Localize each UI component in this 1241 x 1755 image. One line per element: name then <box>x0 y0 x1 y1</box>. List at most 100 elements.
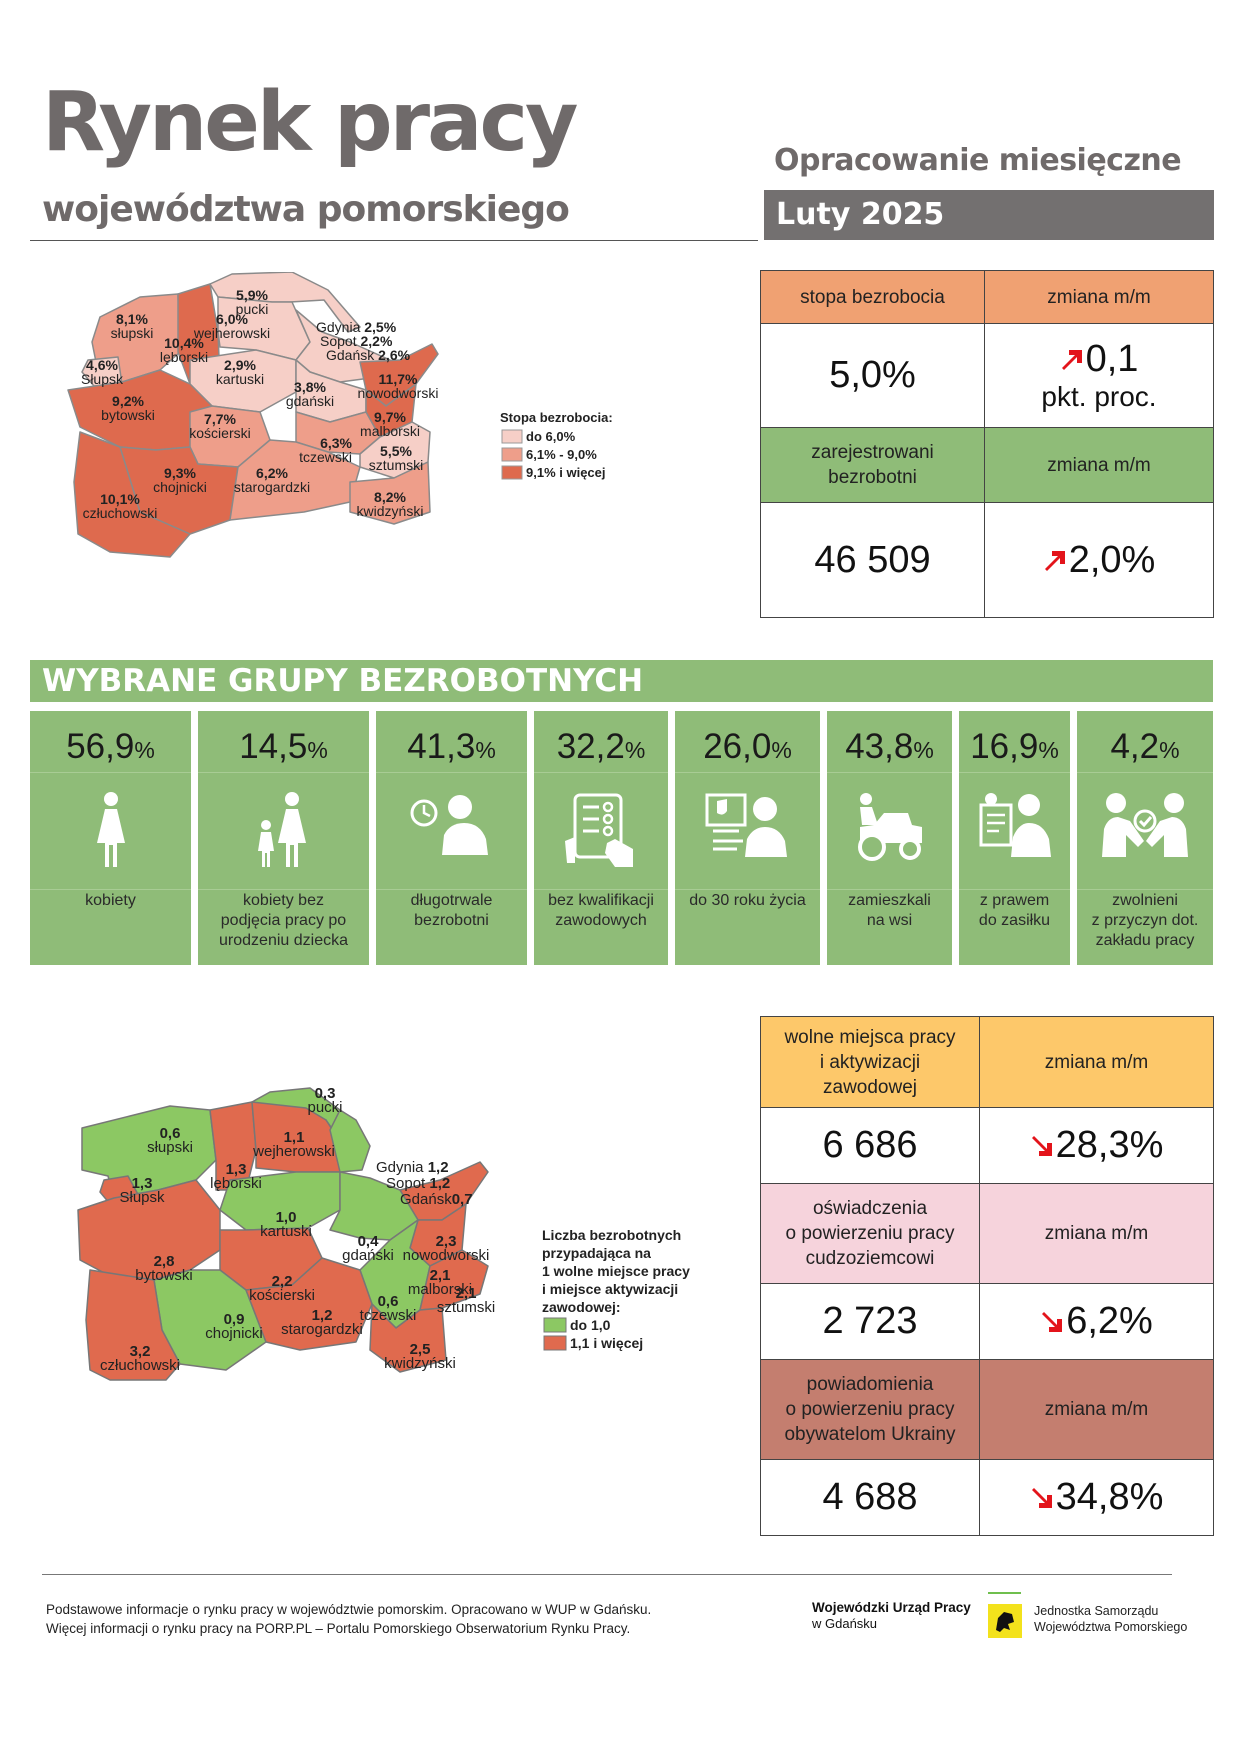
map1-label-gdynia: Gdynia 2,5% <box>316 319 397 335</box>
group-value: 26,0% <box>703 727 792 766</box>
offers-change-value: 28,3% <box>1055 1124 1164 1166</box>
map1-label-czluchowski: 10,1% człuchowski <box>83 491 158 521</box>
rate-change-value: 0,1 <box>1085 338 1139 380</box>
group-card-benefit: 16,9% z prawem do zasiłku <box>959 711 1070 965</box>
map2-legend-low: do 1,0 <box>570 1317 611 1333</box>
arrow-up-icon <box>1061 350 1082 370</box>
group-card-under-30: 26,0% do 30 roku życia <box>675 711 820 965</box>
footer-line-1: Podstawowe informacje o rynku pracy w wo… <box>46 1602 652 1617</box>
report-type: Opracowanie miesięczne <box>774 143 1182 178</box>
map2-legend-title-2: przypadająca na <box>542 1245 651 1261</box>
group-caption: do 30 roku życia <box>689 892 806 909</box>
group-value: 43,8% <box>845 727 934 766</box>
title-divider <box>30 240 758 241</box>
map2-label-gdynia: Gdynia 1,2 <box>376 1159 449 1176</box>
map1-label-kartuski: 2,9% kartuski <box>216 357 264 387</box>
map1-label-tczewski: 6,3% tczewski <box>299 435 352 465</box>
footer-line-2: Więcej informacji o rynku pracy na PORP.… <box>46 1621 631 1636</box>
map1-label-nowodworski: 11,7% nowodworski <box>358 371 439 401</box>
map2-legend-title-5: zawodowej: <box>542 1299 621 1315</box>
map1-label-malborski: 9,7% malborski <box>360 409 420 439</box>
map2-label-bytowski: 2,8 bytowski <box>135 1253 193 1284</box>
map2-label-kwidzynski: 2,5 kwidzyński <box>384 1341 456 1372</box>
group-caption: kobiety bez podjęcia pracy po urodzeniu dz… <box>219 892 348 949</box>
map1-label-bytowski: 9,2% bytowski <box>101 393 155 423</box>
map2-label-slupski: 0,6 słupski <box>147 1125 193 1156</box>
map2-label-chojnicki: 0,9 chojnicki <box>205 1311 263 1342</box>
footer-info: Podstawowe informacje o rynku pracy w wo… <box>46 1600 651 1638</box>
arrow-up-icon <box>1044 550 1065 571</box>
footer-divider <box>42 1574 1172 1575</box>
clock-person-icon <box>410 795 488 855</box>
group-value: 16,9% <box>970 727 1059 766</box>
groups-section-title: WYBRANE GRUPY BEZROBOTNYCH <box>30 660 1213 702</box>
offers-value: 6 686 <box>760 1107 980 1184</box>
map1-label-pucki: 5,9% pucki <box>236 287 269 317</box>
map2-label-sopot: Sopot 1,2 <box>386 1175 450 1192</box>
woman-icon <box>96 792 125 867</box>
logo-accent-line <box>988 1592 1021 1594</box>
group-card-no-qualifications: 32,2% bez kwalifikacji zawodowych <box>534 711 668 965</box>
tractor-icon <box>857 793 922 861</box>
group-caption: bez kwalifikacji zawodowych <box>548 892 654 929</box>
map1-label-gdanski: 3,8% gdański <box>286 379 334 409</box>
job-offers-stats-table: wolne miejsca pracy i aktywizacji zawodowe… <box>760 1016 1214 1536</box>
wup-logo: Wojewódzki Urząd Pracy w Gdańsku <box>812 1600 971 1631</box>
arrow-down-icon <box>1031 1488 1052 1508</box>
group-card-mothers: 14,5% kobiety bez podjęcia pracy po urodze… <box>198 711 369 965</box>
declarations-change-cell: 6,2% <box>979 1283 1214 1360</box>
map1-label-koscierski: 7,7% kościerski <box>189 411 250 441</box>
declarations-label: oświadczenia o powierzeniu pracy cudzoziem… <box>760 1183 980 1284</box>
region-kwidzynski <box>369 1303 447 1373</box>
group-caption: z prawem do zasiłku <box>978 892 1051 929</box>
notifications-label: powiadomienia o powierzeniu pracy obywatel… <box>760 1359 980 1460</box>
map2-label-wejherowski: 1,1 wejherowski <box>252 1129 335 1160</box>
region-kartuski <box>219 1171 341 1231</box>
group-card-dismissed: 4,2% zwolnieni z przyczyn dot. zakładu pra… <box>1077 711 1213 965</box>
mother-child-icon <box>257 792 306 867</box>
map2-label-malborski: 2,1 malborski <box>408 1267 472 1298</box>
map2-label-gdanski: 0,4 gdański <box>342 1233 394 1264</box>
registered-label: zarejestrowani bezrobotni <box>760 427 985 503</box>
group-value: 14,5% <box>239 727 328 766</box>
map1-legend-high: 9,1% i więcej <box>526 465 606 480</box>
report-period: Luty 2025 <box>764 190 1214 240</box>
notifications-change-cell: 34,8% <box>979 1459 1214 1536</box>
declarations-change-value: 6,2% <box>1066 1300 1153 1342</box>
map2-legend-high: 1,1 i więcej <box>570 1335 643 1351</box>
notifications-change-label: zmiana m/m <box>979 1359 1214 1460</box>
map2-label-pucki: 0,3 pucki <box>307 1085 342 1116</box>
map2-label-starogardzki: 1,2 starogardzki <box>281 1307 363 1338</box>
group-caption: zamieszkali na wsi <box>848 892 931 929</box>
rate-label: stopa bezrobocia <box>760 270 985 324</box>
group-card-women: 56,9% kobiety <box>30 711 191 965</box>
rate-change-cell: 0,1 pkt. proc. <box>984 323 1214 428</box>
unemployment-stats-table: stopa bezrobocia zmiana m/m 5,0% 0,1 pkt… <box>760 270 1214 618</box>
page-title: Rynek pracy <box>42 75 579 170</box>
tablet-checklist-icon <box>565 793 633 867</box>
group-value: 56,9% <box>66 727 155 766</box>
map1-label-slupsk: 4,6% Słupsk <box>81 357 124 387</box>
map1-label-slupski: 8,1% słupski <box>111 311 154 341</box>
map2-label-sztumski: 2,1 sztumski <box>437 1285 495 1316</box>
map2-label-koscierski: 2,2 kościerski <box>249 1273 315 1304</box>
map2-label-leborski: 1,3 lęborski <box>210 1161 262 1192</box>
arrow-down-icon <box>1031 1136 1052 1156</box>
group-value: 4,2% <box>1110 727 1180 766</box>
group-caption: długotrwale bezrobotni <box>410 892 493 929</box>
map1-label-gdansk: Gdańsk 2,6% <box>326 347 411 363</box>
map2-legend-title-3: 1 wolne miejsce pracy <box>542 1263 690 1279</box>
map1-label-leborski: 10,4% lęborski <box>160 335 208 365</box>
declarations-change-label: zmiana m/m <box>979 1183 1214 1284</box>
group-card-rural: 43,8% zamieszkali na wsi <box>827 711 952 965</box>
group-value: 41,3% <box>407 727 496 766</box>
young-person-computer-icon <box>705 793 787 857</box>
map2-label-slupsk: 1,3 Słupsk <box>119 1175 165 1206</box>
map2-label-tczewski: 0,6 tczewski <box>360 1293 417 1324</box>
map1-label-chojnicki: 9,3% chojnicki <box>153 465 207 495</box>
notifications-change-value: 34,8% <box>1055 1476 1164 1518</box>
pomorskie-emblem-icon <box>988 1604 1022 1638</box>
map1-label-sztumski: 5,5% sztumski <box>369 443 423 473</box>
unemployment-rate-map: 5,9% pucki 8,1% słupski 6,0% wejherowski 10… <box>67 272 613 558</box>
registered-value: 46 509 <box>760 502 985 618</box>
